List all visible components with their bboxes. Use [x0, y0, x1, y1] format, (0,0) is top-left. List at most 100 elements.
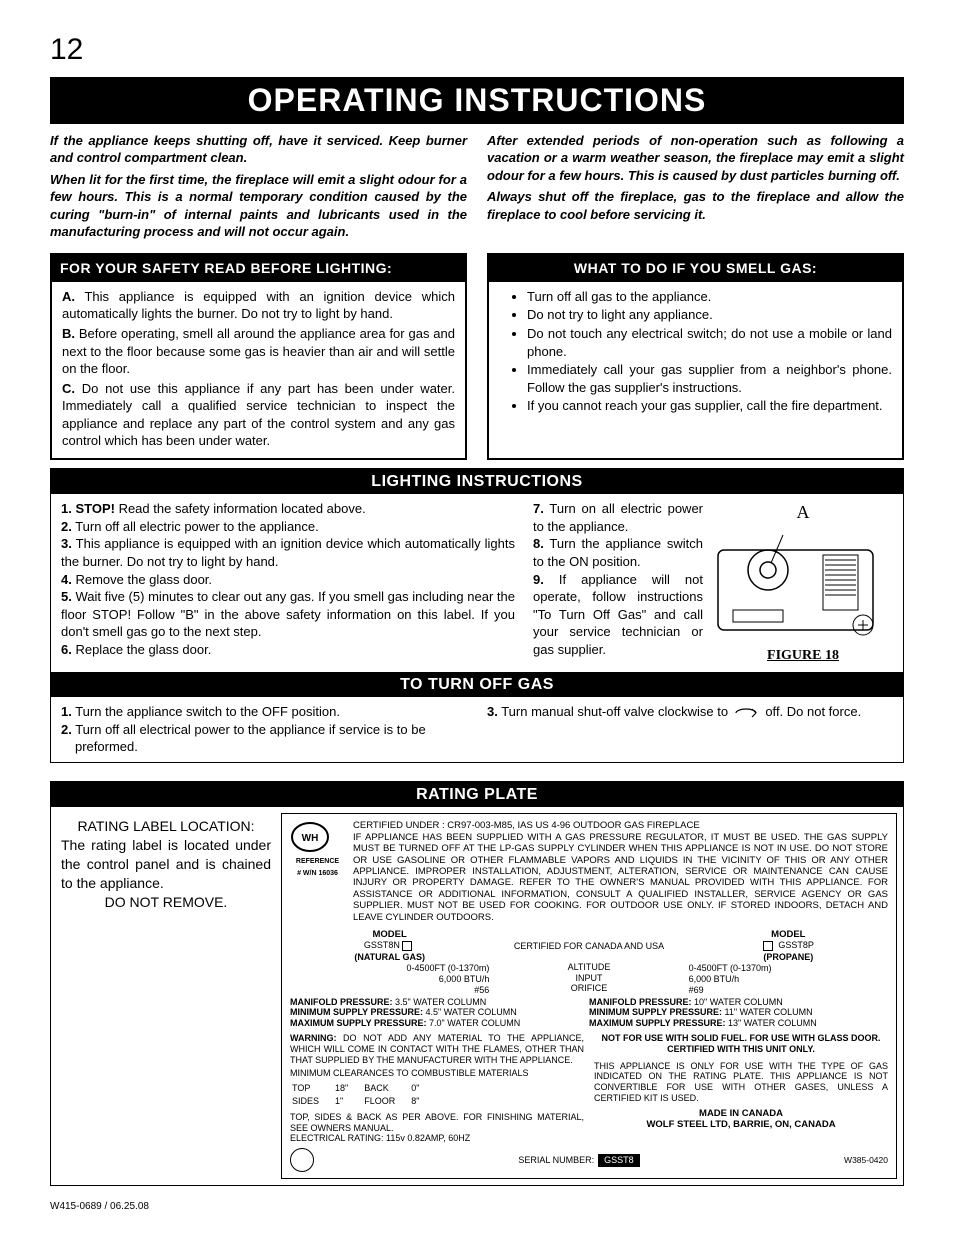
serial-value: GSST8 [598, 1154, 640, 1167]
clr-r2c2: 1" [335, 1096, 362, 1107]
l7-text: Turn on all electric power to the applia… [533, 501, 703, 534]
lp-manifold-v: 10" WATER COLUMN [692, 997, 783, 1007]
lighting-left: 1. STOP! Read the safety information loc… [61, 500, 515, 665]
intro-section: If the appliance keeps shutting off, hav… [50, 132, 904, 245]
safety-a-text: This appliance is equipped with an ignit… [62, 289, 455, 322]
model-lp-name: GSST8P [778, 940, 814, 950]
pressure-max: MAXIMUM SUPPLY PRESSURE: 7.0" WATER COLU… [290, 1018, 888, 1029]
l6-text: Replace the glass door. [72, 642, 211, 657]
made-in: MADE IN CANADA [594, 1108, 888, 1119]
model-lp-header: MODEL [689, 929, 888, 940]
l2-num: 2. [61, 519, 72, 534]
t2-num: 2. [61, 722, 72, 737]
l8-num: 8. [533, 536, 544, 551]
main-title-bar: OPERATING INSTRUCTIONS [50, 77, 904, 124]
smell-item-3: Do not touch any electrical switch; do n… [527, 325, 892, 360]
l9-num: 9. [533, 572, 544, 587]
model-ng-btu: 6,000 BTU/h [290, 974, 489, 985]
clearances-title: MINIMUM CLEARANCES TO COMBUSTIBLE MATERI… [290, 1068, 584, 1079]
serial-part: W385-0420 [844, 1155, 888, 1165]
t3-text-a: Turn manual shut-off valve clockwise to [498, 704, 732, 719]
rating-plate: WH REFERENCE # W/N 16036 CERTIFIED UNDER… [281, 813, 897, 1179]
lp-max-v: 13" WATER COLUMN [726, 1018, 817, 1028]
main-title: OPERATING INSTRUCTIONS [248, 82, 707, 118]
lighting-right-text: 7. Turn on all electric power to the app… [533, 500, 703, 665]
figure-label-a: A [713, 500, 893, 524]
lp-manifold-l: MANIFOLD PRESSURE: [589, 997, 692, 1007]
safety-header: FOR YOUR SAFETY READ BEFORE LIGHTING: [52, 255, 465, 282]
warnock-hersey-icon: WH [290, 820, 330, 854]
made-by: WOLF STEEL LTD, BARRIE, ON, CANADA [594, 1119, 888, 1130]
model-ng-orifice: #56 [290, 985, 489, 996]
lighting-box: LIGHTING INSTRUCTIONS 1. STOP! Read the … [50, 468, 904, 763]
smell-item-5: If you cannot reach your gas supplier, c… [527, 397, 892, 415]
ng-manifold-l: MANIFOLD PRESSURE: [290, 997, 393, 1007]
t3-num: 3. [487, 704, 498, 719]
lp-min-v: 11" WATER COLUMN [722, 1007, 813, 1017]
smell-gas-header: WHAT TO DO IF YOU SMELL GAS: [489, 255, 902, 282]
l7-num: 7. [533, 501, 544, 516]
page-number: 12 [50, 30, 904, 71]
model-center-orifice: ORIFICE [489, 983, 688, 994]
model-lp-checkbox [763, 941, 773, 951]
figure-caption: FIGURE 18 [713, 647, 893, 666]
safety-body: A. This appliance is equipped with an ig… [52, 282, 465, 458]
electrical-rating: ELECTRICAL RATING: 115v 0.82AMP, 60HZ [290, 1133, 584, 1144]
rb-right: NOT FOR USE WITH SOLID FUEL. FOR USE WIT… [594, 1033, 888, 1144]
l8-text: Turn the appliance switch to the ON posi… [533, 536, 703, 569]
clr-r2c4: 8" [411, 1096, 433, 1107]
smell-gas-body: Turn off all gas to the appliance. Do no… [489, 282, 902, 422]
lighting-body: 1. STOP! Read the safety information loc… [51, 494, 903, 671]
safety-c-text: Do not use this appliance if any part ha… [62, 381, 455, 449]
turnoff-body: 1. Turn the appliance switch to the OFF … [51, 697, 903, 762]
l1-text: Read the safety information located abov… [115, 501, 366, 516]
model-row: MODEL GSST8N (NATURAL GAS) 0-4500FT (0-1… [290, 929, 888, 997]
glass-door-warn: NOT FOR USE WITH SOLID FUEL. FOR USE WIT… [594, 1033, 888, 1055]
intro-left-col: If the appliance keeps shutting off, hav… [50, 132, 467, 245]
model-ng-fuel: (NATURAL GAS) [290, 952, 489, 963]
rating-header: RATING PLATE [51, 782, 903, 808]
serial-label: SERIAL NUMBER: [518, 1155, 594, 1166]
ng-max-l: MAXIMUM SUPPLY PRESSURE: [290, 1018, 427, 1028]
intro-right-col: After extended periods of non-operation … [487, 132, 904, 245]
valve-diagram-icon [713, 525, 883, 645]
safety-b-label: B. [62, 326, 75, 341]
t1-num: 1. [61, 704, 72, 719]
l3-text: This appliance is equipped with an ignit… [61, 536, 515, 569]
l1-bold: STOP! [72, 501, 115, 516]
serial-circle-icon [290, 1148, 314, 1172]
clr-r1c3: BACK [364, 1083, 409, 1094]
clr-r2c1: SIDES [292, 1096, 333, 1107]
l3-num: 3. [61, 536, 72, 551]
rating-ref-2: # W/N 16036 [290, 870, 345, 878]
model-ng-header: MODEL [290, 929, 489, 940]
intro-left-p2: When lit for the first time, the firepla… [50, 171, 467, 241]
model-ng-name: GSST8N [364, 940, 400, 950]
rating-icon-col: WH REFERENCE # W/N 16036 [290, 820, 345, 923]
footer-code: W415-0689 / 06.25.08 [50, 1200, 904, 1214]
safety-a-label: A. [62, 289, 75, 304]
lp-max-l: MAXIMUM SUPPLY PRESSURE: [589, 1018, 726, 1028]
svg-text:WH: WH [302, 833, 319, 844]
figure-slot: A FIGURE 18 [713, 500, 893, 665]
ng-max-v: 7.0" WATER COLUMN [427, 1018, 521, 1028]
rating-left: RATING LABEL LOCATION: The rating label … [51, 807, 281, 1185]
rating-bottom: WARNING: DO NOT ADD ANY MATERIAL TO THE … [290, 1033, 888, 1144]
clr-r1c1: TOP [292, 1083, 333, 1094]
gas-type-note: THIS APPLIANCE IS ONLY FOR USE WITH THE … [594, 1061, 888, 1104]
model-center-col: CERTIFIED FOR CANADA AND USA ALTITUDE IN… [489, 929, 688, 997]
safety-b-text: Before operating, smell all around the a… [62, 326, 455, 376]
serial-row: SERIAL NUMBER: GSST8 W385-0420 [290, 1148, 888, 1172]
lp-min-l: MINIMUM SUPPLY PRESSURE: [589, 1007, 722, 1017]
t1-text: Turn the appliance switch to the OFF pos… [72, 704, 340, 719]
model-lp-orifice: #69 [689, 985, 888, 996]
rating-cert-line: CERTIFIED UNDER : CR97-003-M85, IAS US 4… [353, 820, 888, 831]
clr-r1c2: 18" [335, 1083, 362, 1094]
turnoff-right: 3. Turn manual shut-off valve clockwise … [487, 703, 893, 756]
model-lp-alt: 0-4500FT (0-1370m) [689, 963, 888, 974]
smell-item-2: Do not try to light any appliance. [527, 306, 892, 324]
rating-cert: CERTIFIED UNDER : CR97-003-M85, IAS US 4… [353, 820, 888, 923]
intro-right-p2: Always shut off the fireplace, gas to th… [487, 188, 904, 223]
turnoff-header: TO TURN OFF GAS [51, 672, 903, 698]
smell-item-1: Turn off all gas to the appliance. [527, 288, 892, 306]
